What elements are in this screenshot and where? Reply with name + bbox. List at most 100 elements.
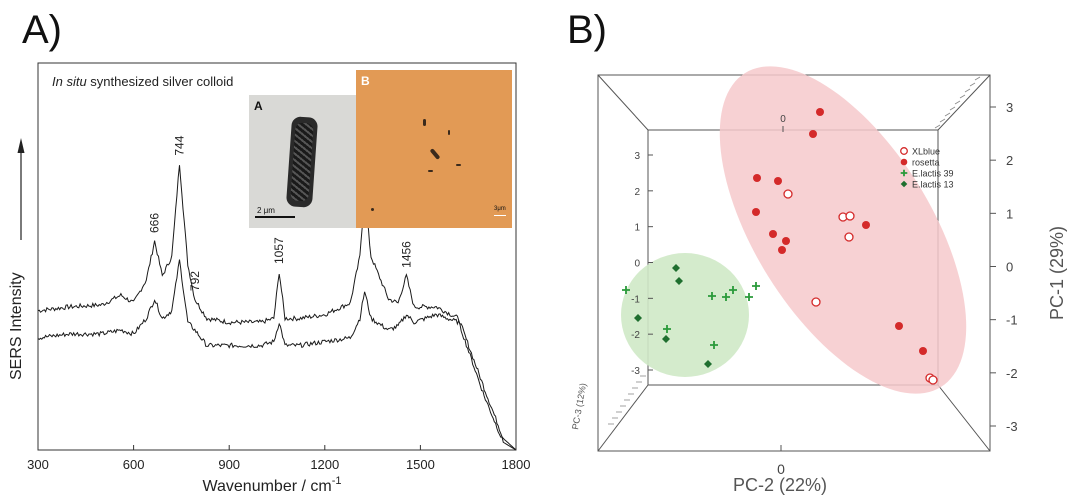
bacterium-speck: [423, 119, 426, 126]
elactis-cluster-ellipse: [621, 253, 749, 377]
pca-point-e-lactis-39: [622, 286, 630, 294]
pca-depth-hash: [969, 82, 976, 87]
pca-y-axis-label: PC-1 (29%): [1047, 226, 1067, 320]
pca-depth-hash: [944, 112, 951, 117]
peak-label-744: 744: [172, 135, 186, 155]
pca-point-xlblue: [811, 297, 821, 307]
pca-inner-tick-label: -3: [631, 366, 640, 377]
pca-point-e-lactis-39: [663, 325, 671, 333]
pca-point-rosetta: [919, 347, 927, 355]
spectrum-x-tick-label: 600: [123, 457, 145, 472]
pca-depth-hash: [949, 106, 956, 111]
panel-a-label: A): [22, 8, 62, 52]
bacterium-speck: [429, 148, 441, 160]
spectrum-x-tick-label: 1800: [502, 457, 531, 472]
pca-inner-tick-label: 2: [634, 187, 640, 198]
pca-point-rosetta: [862, 221, 870, 229]
spectrum-x-axis-label: Wavenumber / cm-1: [203, 475, 342, 495]
pca-point-rosetta: [816, 108, 824, 116]
pca-point-rosetta: [778, 246, 786, 254]
spectrum-series-2: [37, 259, 517, 451]
pca-point-rosetta: [809, 130, 817, 138]
spectrum-x-tick-label: 1200: [310, 457, 339, 472]
pca-point-e-lactis-13: [704, 360, 712, 368]
pca-depth-hash: [964, 88, 971, 93]
pca-right-tick-label: -1: [1006, 313, 1018, 328]
inset-a-scale-label: 2 μm: [257, 206, 275, 215]
pca-inner-tick-label: -1: [631, 294, 640, 305]
pca-inner-tick-label: -2: [631, 330, 640, 341]
pca-point-rosetta: [752, 208, 760, 216]
intensity-arrow-head: [17, 138, 25, 153]
pca-right-tick-label: 2: [1006, 153, 1013, 168]
inset-b-scale-bar: [494, 215, 506, 216]
tem-micrograph-inset: A 2 μm: [249, 95, 356, 228]
legend-marker-rosetta: [900, 158, 908, 166]
spectrum-frame: [37, 62, 517, 451]
inset-b-scale-label: 3μm: [494, 206, 506, 212]
peak-label-792: 792: [188, 271, 202, 291]
pca-point-e-lactis-39: [708, 292, 716, 300]
bacterium-speck: [428, 170, 433, 172]
pca-point-e-lactis-13: [675, 277, 683, 285]
peak-label-666: 666: [148, 213, 162, 233]
pca-point-e-lactis-39: [722, 293, 730, 301]
spectrum-x-tick-label: 300: [27, 457, 49, 472]
pca-box-edge: [597, 384, 649, 452]
inset-title: In situ synthesized silver colloid: [52, 74, 233, 89]
rosetta-xlblue-cluster-ellipse: [719, 66, 967, 394]
pca-box-edge: [937, 74, 991, 131]
legend-label-e-lactis-13: E.lactis 13: [912, 180, 954, 190]
spectrum-series-1: [37, 165, 517, 451]
pca-right-tick-label: 3: [1006, 100, 1013, 115]
pca-inner-x-tick-label: 0: [780, 114, 786, 125]
spectrum-y-axis-label: SERS Intensity: [8, 272, 25, 380]
inset-a-letter: A: [254, 99, 263, 113]
pca-depth-hash: [934, 124, 941, 129]
pca-point-xlblue: [845, 211, 855, 221]
pca-depth-hash: [974, 76, 981, 81]
pca-depth-hash: [954, 100, 961, 105]
pca-point-xlblue: [928, 375, 938, 385]
legend-marker-xlblue: [900, 147, 908, 155]
bacterium-speck: [456, 164, 461, 166]
spectrum-x-tick-label: 1500: [406, 457, 435, 472]
pca-point-xlblue: [844, 232, 854, 242]
pca-inner-tick-label: 0: [634, 259, 640, 270]
panel-b-label: B): [567, 8, 607, 52]
bacterium-rod-image: [285, 116, 319, 208]
pca-inner-tick-label: 3: [634, 151, 640, 162]
legend-label-e-lactis-39: E.lactis 39: [912, 169, 954, 179]
pca-point-e-lactis-39: [710, 341, 718, 349]
pca-inner-tick-label: 1: [634, 223, 640, 234]
pca-right-tick-label: 1: [1006, 206, 1013, 221]
optical-micrograph-inset: B 3μm: [356, 70, 512, 228]
inset-b-letter: B: [361, 74, 370, 88]
legend-label-xlblue: XLblue: [912, 147, 940, 157]
pca-point-xlblue: [783, 189, 793, 199]
pca-point-rosetta: [769, 230, 777, 238]
pca-point-e-lactis-13: [634, 314, 642, 322]
pca-point-e-lactis-39: [745, 293, 753, 301]
pca-z-axis-label: PC-3 (12%): [570, 382, 588, 430]
pca-point-e-lactis-13: [672, 264, 680, 272]
pca-x-axis-label: PC-2 (22%): [733, 475, 827, 495]
pca-point-rosetta: [774, 177, 782, 185]
pca-x-tick-label: 0: [777, 461, 785, 477]
pca-point-e-lactis-39: [752, 282, 760, 290]
pca-depth-ticks: [608, 76, 981, 425]
pca-point-rosetta: [895, 322, 903, 330]
peak-label-1057: 1057: [272, 237, 286, 264]
spectrum-x-tick-label: 900: [218, 457, 240, 472]
pca-point-e-lactis-39: [729, 286, 737, 294]
inset-a-scale-bar: [255, 216, 295, 218]
pca-right-tick-label: 0: [1006, 260, 1013, 275]
pca-point-rosetta: [782, 237, 790, 245]
peak-label-1456: 1456: [399, 241, 413, 268]
pca-depth-hash: [959, 94, 966, 99]
bacterium-speck: [371, 208, 374, 211]
pca-point-e-lactis-13: [662, 335, 670, 343]
